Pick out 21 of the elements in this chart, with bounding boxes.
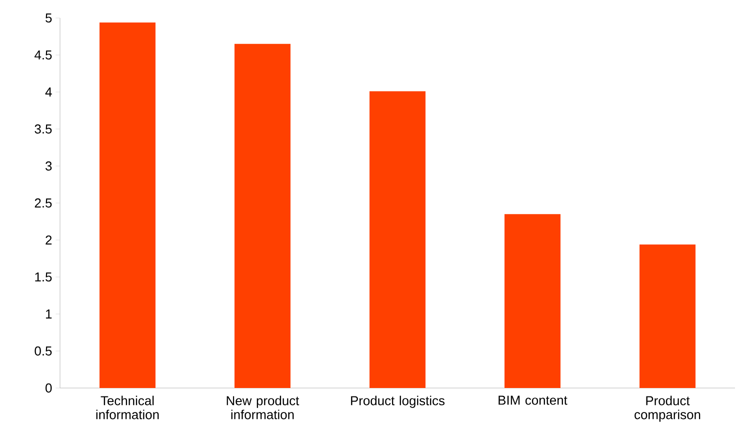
bar xyxy=(640,244,696,388)
x-tick-label: Product logistics xyxy=(351,396,445,408)
y-tick-label: 2 xyxy=(46,235,52,245)
bar xyxy=(234,44,291,388)
y-tick-label: 1.5 xyxy=(35,272,52,282)
bar xyxy=(370,91,426,388)
y-tick-label: 3 xyxy=(46,161,52,171)
x-tick-label: BIM content xyxy=(498,396,568,405)
x-tick-label: New product information xyxy=(226,396,300,420)
y-tick-label: 4 xyxy=(45,88,52,96)
y-tick-label: 3.5 xyxy=(34,124,52,134)
x-tick-label: Product comparison xyxy=(634,396,700,422)
bar xyxy=(100,22,156,388)
y-tick-label: 2.5 xyxy=(34,198,52,208)
y-tick-label: 4.5 xyxy=(34,50,52,60)
y-tick-label: 0 xyxy=(46,383,52,393)
y-tick-label: 5 xyxy=(46,13,52,23)
y-tick-label: 0.5 xyxy=(34,346,52,356)
bar xyxy=(504,214,561,388)
x-tick-label: Technical information xyxy=(96,396,159,420)
y-tick-label: 1 xyxy=(46,310,52,318)
